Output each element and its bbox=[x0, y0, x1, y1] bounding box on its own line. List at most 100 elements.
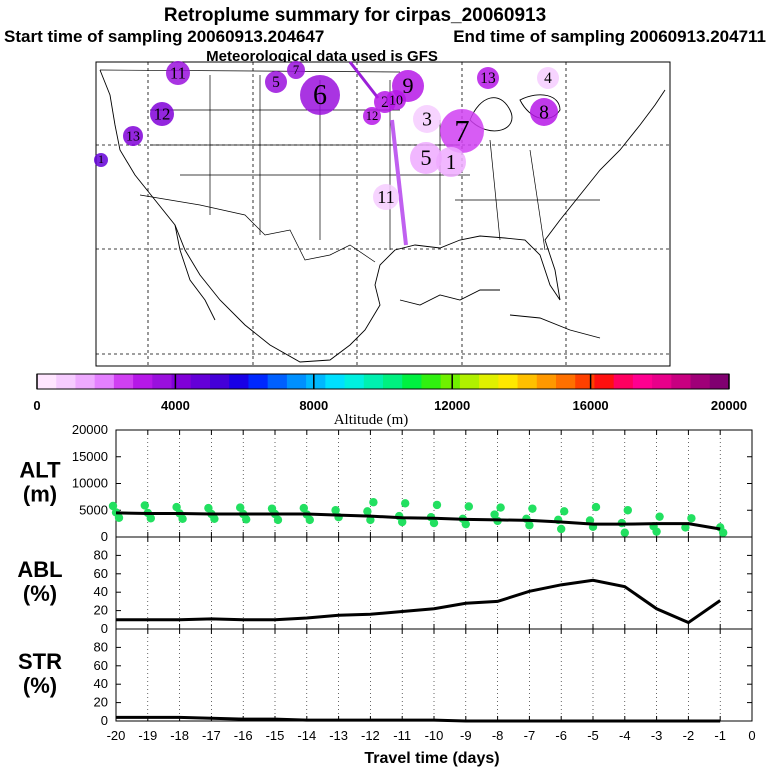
x-tick-label: -20 bbox=[107, 728, 126, 743]
colorbar-cell bbox=[652, 374, 672, 389]
end-time-label: End time of sampling 20060913.204711 bbox=[453, 27, 766, 46]
y-tick-label: 80 bbox=[94, 639, 108, 654]
altitude-point bbox=[461, 519, 470, 529]
x-tick-label: -15 bbox=[266, 728, 285, 743]
colorbar-tick-label: 12000 bbox=[434, 398, 470, 413]
plume-day-label: 13 bbox=[126, 130, 140, 145]
x-tick-label: -19 bbox=[138, 728, 157, 743]
y-tick-label: 0 bbox=[101, 621, 108, 636]
plume-day-label: 9 bbox=[402, 73, 413, 98]
altitude-point bbox=[560, 507, 569, 516]
altitude-point bbox=[490, 510, 499, 519]
colorbar-cell bbox=[479, 374, 499, 389]
series-line bbox=[115, 511, 721, 531]
x-tick-label: -5 bbox=[587, 728, 599, 743]
colorbar-cell bbox=[459, 374, 480, 389]
plume-circle bbox=[94, 153, 108, 167]
x-tick-label: -9 bbox=[460, 728, 472, 743]
plume-day-label: 1 bbox=[98, 152, 104, 166]
panel-frame bbox=[115, 628, 753, 722]
colorbar-cell bbox=[248, 374, 269, 389]
altitude-point bbox=[496, 503, 505, 512]
altitude-point bbox=[681, 523, 690, 532]
x-tick-label: -13 bbox=[329, 728, 348, 743]
plume-circle bbox=[123, 126, 143, 146]
colorbar-cell bbox=[632, 374, 653, 389]
x-tick-label: -7 bbox=[524, 728, 536, 743]
colorbar-cell bbox=[56, 374, 76, 389]
altitude-point bbox=[591, 502, 601, 512]
x-tick-label: -18 bbox=[170, 728, 189, 743]
colorbar-cell bbox=[517, 374, 538, 389]
altitude-point bbox=[210, 514, 219, 524]
altitude-point bbox=[525, 521, 534, 530]
plume-day-label: 2 bbox=[381, 94, 389, 111]
colorbar-tick-label: 0 bbox=[33, 398, 40, 413]
colorbar-cell bbox=[440, 374, 461, 389]
plume-circle bbox=[413, 105, 441, 133]
x-tick-label: -12 bbox=[361, 728, 380, 743]
colorbar-cell bbox=[613, 374, 634, 389]
colorbar-cell bbox=[286, 374, 307, 389]
x-tick-label: -16 bbox=[234, 728, 253, 743]
colorbar-cell bbox=[363, 374, 384, 389]
plume-circle bbox=[477, 67, 499, 89]
y-axis-label: ABL bbox=[17, 557, 62, 582]
map-coastlines bbox=[99, 69, 666, 363]
plume-circle bbox=[530, 98, 558, 126]
y-tick-label: 60 bbox=[94, 658, 108, 673]
y-tick-label: 80 bbox=[94, 547, 108, 562]
y-tick-label: 10000 bbox=[72, 476, 108, 491]
altitude-point bbox=[363, 507, 372, 516]
x-tick-label: -10 bbox=[425, 728, 444, 743]
colorbar-cell bbox=[575, 374, 595, 389]
altitude-point bbox=[398, 517, 407, 527]
x-tick-label: -4 bbox=[619, 728, 631, 743]
colorbar-cell bbox=[75, 374, 96, 389]
y-tick-label: 15000 bbox=[72, 449, 108, 464]
x-tick-label: -11 bbox=[393, 728, 411, 743]
altitude-point bbox=[236, 503, 245, 512]
plume-tracks bbox=[348, 61, 408, 246]
altitude-point bbox=[687, 514, 696, 523]
colorbar-cell bbox=[152, 374, 173, 389]
colorbar-cell bbox=[325, 374, 346, 389]
plume-day-label: 1 bbox=[446, 150, 457, 174]
x-tick-label: -3 bbox=[651, 728, 663, 743]
colorbar-tick-label: 16000 bbox=[573, 398, 609, 413]
altitude-point bbox=[655, 512, 664, 521]
y-tick-label: 0 bbox=[101, 713, 108, 728]
y-tick-label: 20000 bbox=[72, 422, 108, 437]
altitude-point bbox=[178, 514, 187, 524]
y-axis-label: STR bbox=[18, 649, 62, 674]
panel-alt: 0 5000 10000 15000 20000 ALT(m) bbox=[19, 422, 753, 544]
colorbar-cell bbox=[113, 374, 134, 389]
x-tick-label: -8 bbox=[492, 728, 504, 743]
met-data-label: Meteorological data used is GFS bbox=[206, 48, 438, 65]
x-axis-label: Travel time (days) bbox=[364, 750, 499, 767]
altitude-point bbox=[620, 528, 629, 537]
colorbar-cell bbox=[210, 374, 230, 389]
plume-day-label: 6 bbox=[313, 80, 327, 111]
colorbar-cell bbox=[229, 374, 249, 389]
start-time-label: Start time of sampling 20060913.204647 bbox=[4, 27, 324, 46]
plume-day-label: 10 bbox=[389, 94, 403, 109]
map-borders bbox=[99, 69, 600, 263]
plume-circle bbox=[373, 184, 399, 210]
altitude-point bbox=[623, 506, 632, 515]
plume-circle bbox=[265, 71, 287, 93]
altitude-point bbox=[242, 515, 251, 524]
altitude-point bbox=[432, 500, 442, 510]
x-tick-label: -14 bbox=[297, 728, 316, 743]
colorbar-label: Altitude (m) bbox=[334, 412, 409, 428]
plume-circle bbox=[363, 107, 381, 125]
colorbar-cell bbox=[536, 374, 557, 389]
altitude-point bbox=[140, 501, 149, 510]
colorbar-cell bbox=[402, 374, 422, 389]
x-tick-label: -2 bbox=[683, 728, 695, 743]
colorbar-cell bbox=[306, 374, 326, 389]
